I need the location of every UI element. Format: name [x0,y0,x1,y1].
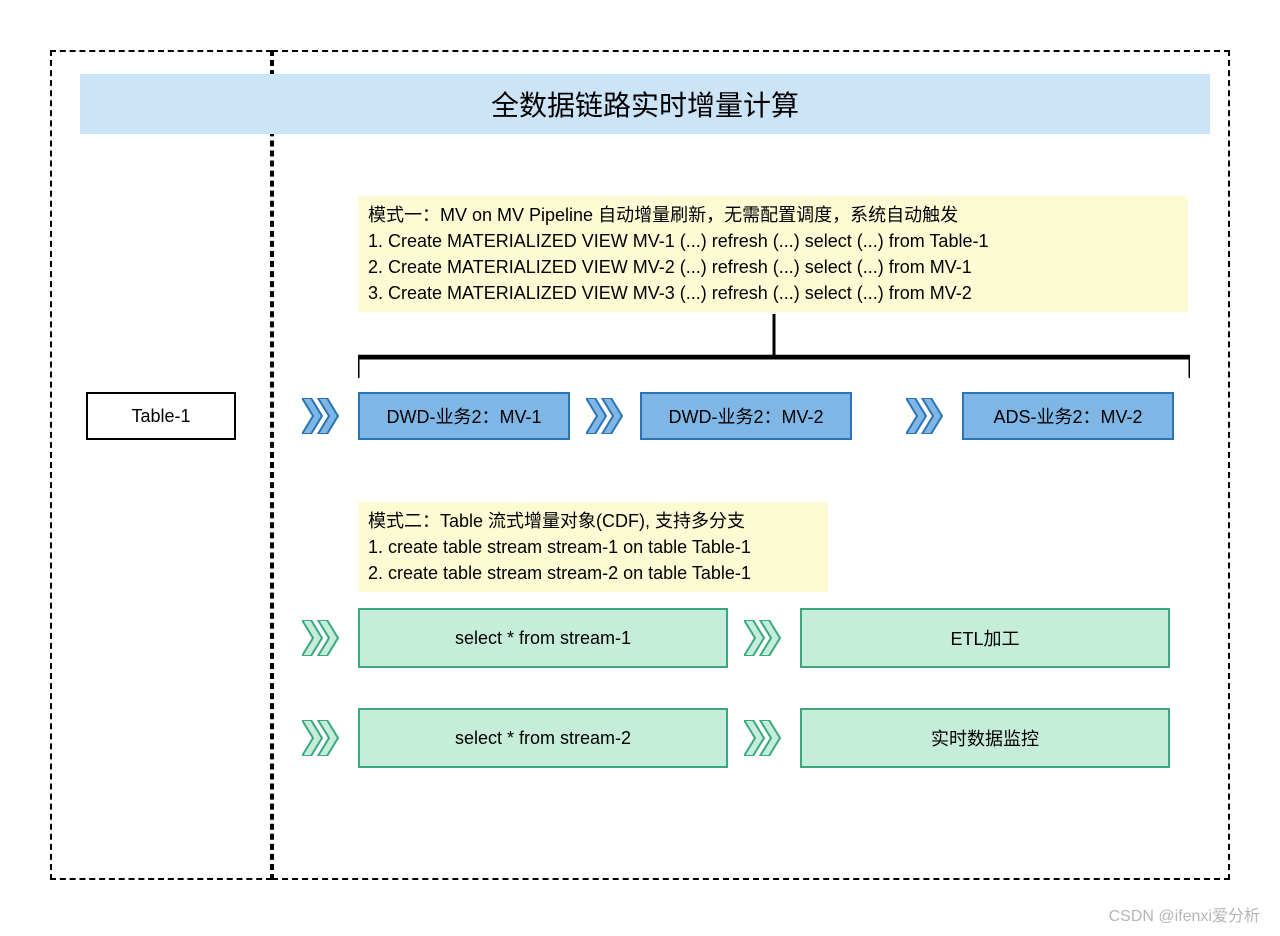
pipeline-node-1-label: DWD-业务2：MV-1 [386,403,541,429]
pipeline-node-3-label: ADS-业务2：MV-2 [993,403,1142,429]
pipeline-node-1: DWD-业务2：MV-1 [358,392,570,440]
stream2-monitor-node: 实时数据监控 [800,708,1170,768]
chevron-icon [906,398,948,434]
watermark-text: CSDN @ifenxi爱分析 [1109,902,1260,926]
pipeline-node-2: DWD-业务2：MV-2 [640,392,852,440]
bracket-icon [358,314,1190,388]
stream1-etl-label: ETL加工 [950,625,1019,651]
outer-frame-left [50,50,272,880]
stream1-select-node: select * from stream-1 [358,608,728,668]
chevron-icon [302,620,344,656]
chevron-icon [744,620,786,656]
stream2-monitor-label: 实时数据监控 [931,725,1039,751]
mode1-info: 模式一：MV on MV Pipeline 自动增量刷新，无需配置调度，系统自动… [358,196,1188,312]
pipeline-node-2-label: DWD-业务2：MV-2 [668,403,823,429]
pipeline-node-3: ADS-业务2：MV-2 [962,392,1174,440]
mode2-info: 模式二：Table 流式增量对象(CDF), 支持多分支1. create ta… [358,502,828,592]
table1-node: Table-1 [86,392,236,440]
stream1-select-label: select * from stream-1 [455,628,631,649]
title-text: 全数据链路实时增量计算 [491,84,799,124]
chevron-icon [744,720,786,756]
table1-label: Table-1 [131,406,190,427]
title-banner: 全数据链路实时增量计算 [80,74,1210,134]
chevron-icon [586,398,628,434]
stream2-select-node: select * from stream-2 [358,708,728,768]
chevron-icon [302,720,344,756]
stream1-etl-node: ETL加工 [800,608,1170,668]
chevron-icon [302,398,344,434]
stream2-select-label: select * from stream-2 [455,728,631,749]
